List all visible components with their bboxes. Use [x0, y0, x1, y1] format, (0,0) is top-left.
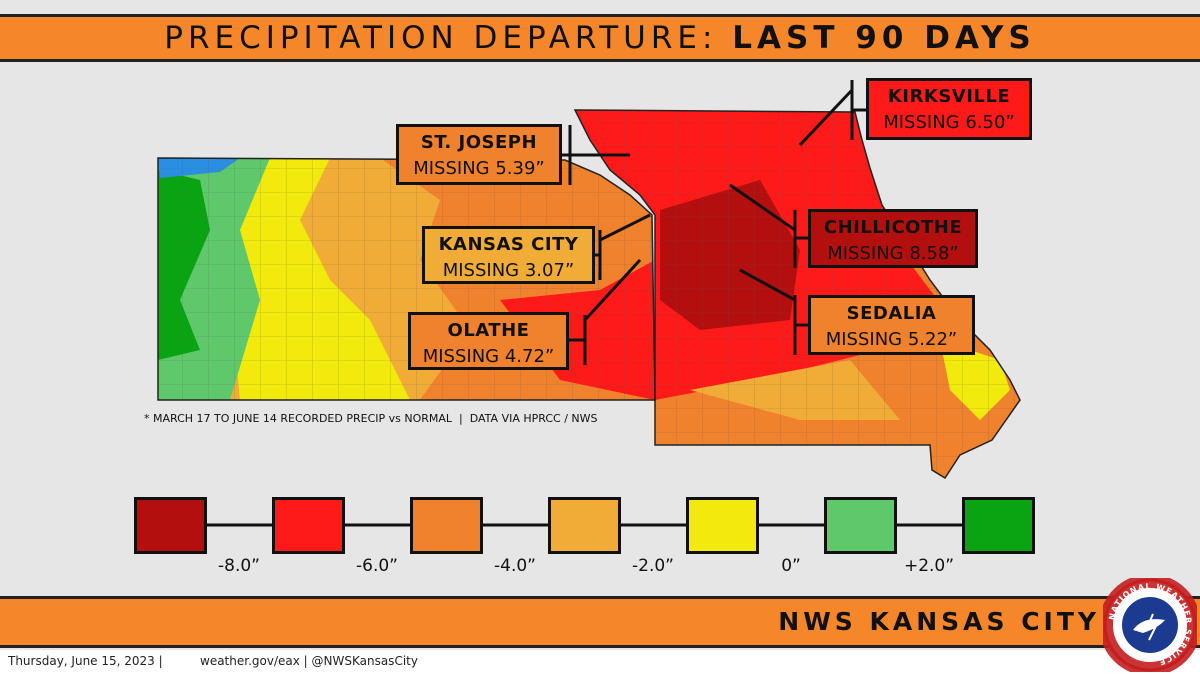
office-name: NWS KANSAS CITY [778, 607, 1100, 636]
callout-city: SEDALIA [846, 303, 937, 324]
legend-label: -2.0” [632, 556, 674, 576]
callout-text: MISSING 3.07” [442, 260, 575, 281]
footer-strip [0, 650, 1200, 674]
callout-city: KANSAS CITY [438, 234, 579, 255]
footer-banner [0, 596, 1200, 648]
legend-swatch [962, 497, 1035, 554]
footer-links: weather.gov/eax | @NWSKansasCity [200, 654, 418, 668]
legend-label: +2.0” [903, 556, 955, 576]
callout: SEDALIA MISSING 5.22” [808, 295, 975, 355]
callout-text: MISSING 8.58” [827, 243, 959, 264]
legend-swatch [824, 497, 897, 554]
callout: ST. JOSEPH MISSING 5.39” [396, 124, 562, 185]
nws-logo: NATIONAL WEATHER SERVICE [1103, 578, 1197, 672]
footnote: * MARCH 17 TO JUNE 14 RECORDED PRECIP vs… [144, 412, 598, 425]
legend-label: -6.0” [356, 556, 398, 576]
header-banner [0, 14, 1200, 62]
callout-text: MISSING 5.22” [825, 329, 958, 350]
callout-city: OLATHE [447, 320, 530, 341]
callout-city: KIRKSVILLE [887, 86, 1011, 107]
legend-label: -4.0” [494, 556, 536, 576]
callout-text: MISSING 6.50” [883, 112, 1015, 133]
legend-swatch [134, 497, 207, 554]
callout: OLATHE MISSING 4.72” [408, 312, 569, 370]
legend-swatch [686, 497, 759, 554]
legend-swatch [548, 497, 621, 554]
callout-city: ST. JOSEPH [420, 132, 538, 153]
footer-date: Thursday, June 15, 2023 | [8, 654, 163, 668]
callout: KANSAS CITY MISSING 3.07” [422, 226, 595, 284]
legend-label: 0” [781, 556, 801, 576]
legend-swatch [410, 497, 483, 554]
legend-label: -8.0” [218, 556, 260, 576]
callout-text: MISSING 5.39” [413, 158, 545, 179]
callout: CHILLICOTHE MISSING 8.58” [808, 209, 978, 268]
callout-city: CHILLICOTHE [823, 217, 963, 238]
title-text: PRECIPITATION DEPARTURE: [164, 20, 733, 56]
callout-text: MISSING 4.72” [422, 346, 555, 367]
legend-swatch [272, 497, 345, 554]
header-title: PRECIPITATION DEPARTURE: LAST 90 DAYS [0, 14, 1200, 62]
title-bold: LAST 90 DAYS [732, 20, 1036, 56]
callout: KIRKSVILLE MISSING 6.50” [866, 78, 1032, 140]
